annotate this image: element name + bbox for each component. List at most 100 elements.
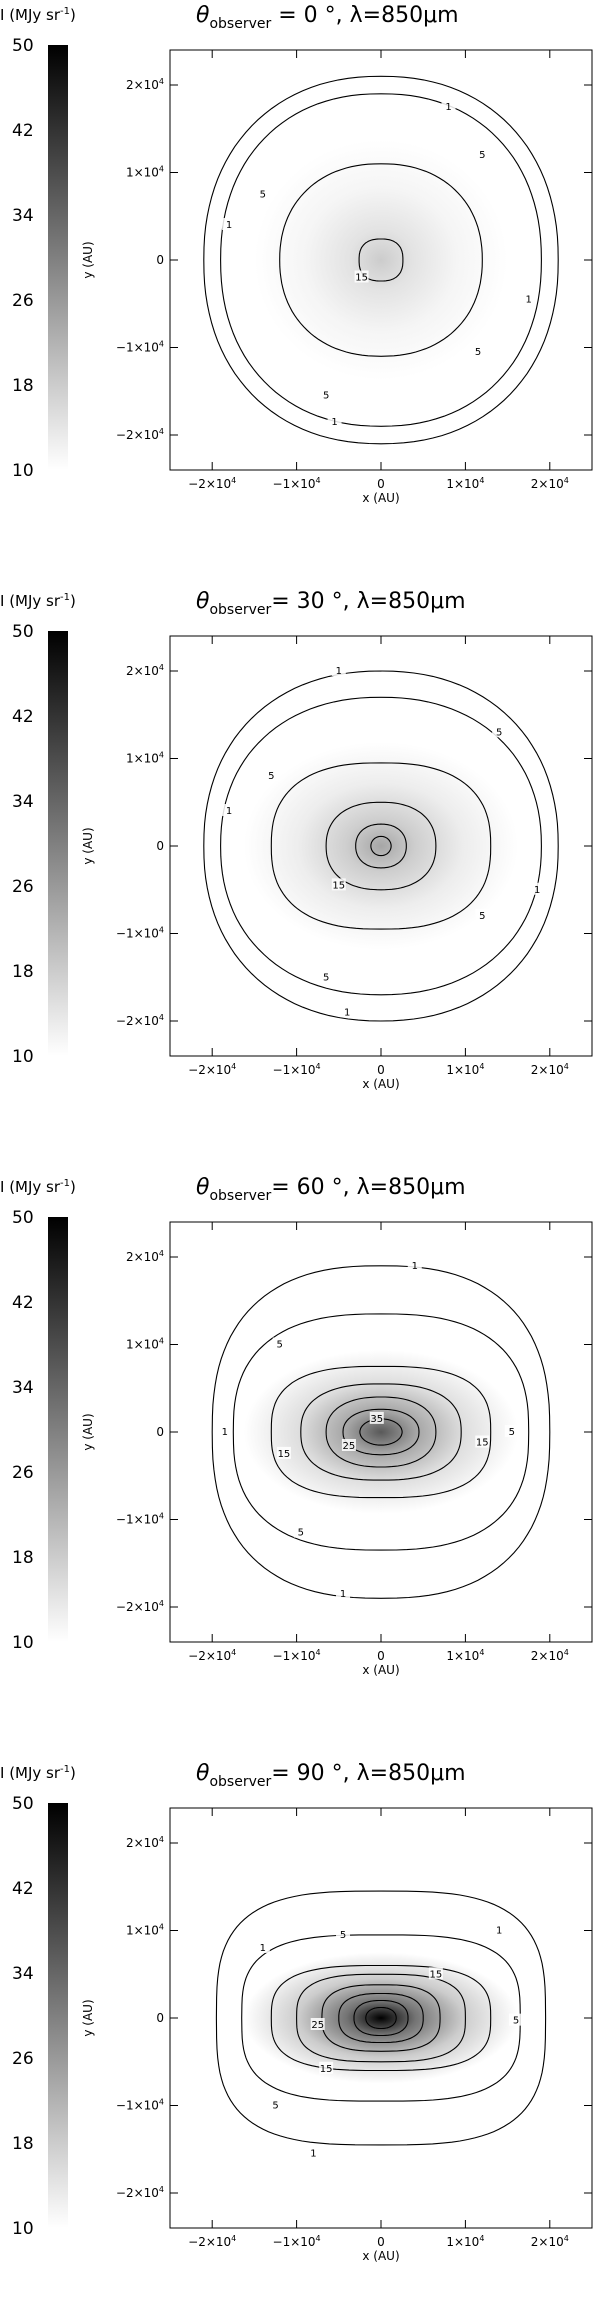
contour-label-bg <box>521 292 536 305</box>
contour-label-bg <box>331 664 346 676</box>
x-tick-exponent: 4 <box>564 1062 569 1071</box>
x-tick-mantissa: 2×10 <box>531 2235 564 2249</box>
x-tick-mantissa: 1×10 <box>446 2235 479 2249</box>
contour-label-bg <box>306 2146 321 2159</box>
colorbar-tick-label: 42 <box>12 1879 34 1899</box>
y-tick-label: −1×104 <box>116 2098 164 2113</box>
title-subscript: observer <box>209 1774 271 1790</box>
x-tick-label: 0 <box>377 1063 385 1077</box>
contour-label-bg <box>475 1435 490 1448</box>
y-tick-label: −1×104 <box>116 1512 164 1527</box>
y-tick-mantissa: 1×10 <box>126 1338 159 1352</box>
contour-label-bg <box>268 2098 283 2111</box>
x-tick-mantissa: −1×10 <box>273 477 316 491</box>
x-tick-mantissa: −1×10 <box>273 1063 316 1077</box>
x-tick-mantissa: −2×10 <box>188 2235 231 2249</box>
y-tick-label: 2×104 <box>126 663 164 678</box>
colorbar-tick-label: 34 <box>12 1964 34 1984</box>
x-tick-exponent: 4 <box>479 1648 484 1657</box>
y-tick-mantissa: 0 <box>156 839 164 853</box>
x-tick-exponent: 4 <box>564 476 569 485</box>
colorbar-tick-label: 34 <box>12 1378 34 1398</box>
contour-label: 15 <box>355 273 368 284</box>
contour-label: 5 <box>479 911 485 922</box>
contour-line <box>232 1313 530 1551</box>
y-tick-mantissa: 1×10 <box>126 166 159 180</box>
y-tick-label: −2×104 <box>116 427 164 442</box>
y-tick-label: 1×104 <box>126 1337 164 1352</box>
contour-label-bg <box>336 1586 351 1599</box>
colorbar-tick-label: 42 <box>12 1293 34 1313</box>
title-text: = 90 °, λ=850μm <box>271 1761 465 1786</box>
x-tick-mantissa: 2×10 <box>531 1649 564 1663</box>
contour-label: 1 <box>331 417 337 428</box>
x-tick-label: 0 <box>377 477 385 491</box>
x-tick-label: 0 <box>377 2235 385 2249</box>
contour-label-bg <box>331 878 346 891</box>
contour-label: 1 <box>222 1427 228 1438</box>
y-tick-mantissa: −1×10 <box>116 927 159 941</box>
x-axis-label: x (AU) <box>362 491 399 505</box>
x-tick-mantissa: 0 <box>377 1063 385 1077</box>
y-tick-label: 1×104 <box>126 751 164 766</box>
contour-label: 1 <box>496 1926 502 1937</box>
intensity-map <box>243 742 519 950</box>
y-tick-exponent: 4 <box>159 751 164 760</box>
y-tick-mantissa: −2×10 <box>116 1014 159 1028</box>
colorbar-label-sup: -1 <box>60 1178 70 1189</box>
x-tick-label: 2×104 <box>531 2234 569 2249</box>
x-tick-mantissa: −1×10 <box>273 1649 316 1663</box>
chart-title: θobserver= 90 °, λ=850μm <box>196 1761 466 1790</box>
contour-label: 25 <box>343 1441 356 1452</box>
x-tick-label: −1×104 <box>273 476 321 491</box>
contour-label-bg <box>319 2061 334 2074</box>
y-tick-label: −1×104 <box>116 340 164 355</box>
y-tick-label: 0 <box>156 1425 164 1439</box>
contour-label: 1 <box>534 885 540 896</box>
contour-line <box>270 1964 492 2072</box>
contour-label-bg <box>428 1967 443 1980</box>
colorbar-tick-label: 18 <box>12 376 34 396</box>
contour-label-bg <box>441 99 456 112</box>
x-tick-mantissa: 0 <box>377 1649 385 1663</box>
y-tick-exponent: 4 <box>159 77 164 86</box>
colorbar-tick-label: 42 <box>12 121 34 141</box>
colorbar <box>48 631 68 1056</box>
y-tick-label: 1×104 <box>126 165 164 180</box>
y-tick-label: 2×104 <box>126 77 164 92</box>
y-tick-exponent: 4 <box>159 1599 164 1608</box>
y-tick-exponent: 4 <box>159 1013 164 1022</box>
y-tick-mantissa: 0 <box>156 253 164 267</box>
contour-label: 5 <box>277 1340 283 1351</box>
contour-label: 1 <box>526 294 532 305</box>
contour-line <box>215 1890 547 2146</box>
colorbar-label-sup: -1 <box>60 1764 70 1775</box>
y-tick-label: −2×104 <box>116 1013 164 1028</box>
title-text: = 0 °, λ=850μm <box>271 3 458 28</box>
x-tick-label: 2×104 <box>531 476 569 491</box>
title-subscript: observer <box>209 16 271 32</box>
y-tick-mantissa: 2×10 <box>126 1836 159 1850</box>
contour-label: 5 <box>513 2016 519 2027</box>
contour-label: 1 <box>445 102 451 113</box>
contour-label: 5 <box>260 189 266 200</box>
x-tick-exponent: 4 <box>564 1648 569 1657</box>
contour-label: 1 <box>226 806 232 817</box>
x-tick-exponent: 4 <box>564 2234 569 2243</box>
contour-label-bg <box>369 1411 384 1424</box>
y-tick-mantissa: −2×10 <box>116 428 159 442</box>
y-tick-mantissa: −1×10 <box>116 1513 159 1527</box>
contour-line <box>325 1396 437 1468</box>
x-tick-mantissa: 0 <box>377 2235 385 2249</box>
x-tick-mantissa: −1×10 <box>273 2235 316 2249</box>
x-tick-exponent: 4 <box>479 476 484 485</box>
y-tick-exponent: 4 <box>159 427 164 436</box>
contour-label: 25 <box>311 2020 324 2031</box>
title-symbol: θ <box>196 3 210 28</box>
title-symbol: θ <box>196 589 210 614</box>
colorbar-tick-label: 42 <box>12 707 34 727</box>
y-tick-mantissa: 0 <box>156 2011 164 2025</box>
x-tick-label: 2×104 <box>531 1648 569 1663</box>
contour-line <box>300 1383 462 1481</box>
x-tick-exponent: 4 <box>479 1062 484 1071</box>
